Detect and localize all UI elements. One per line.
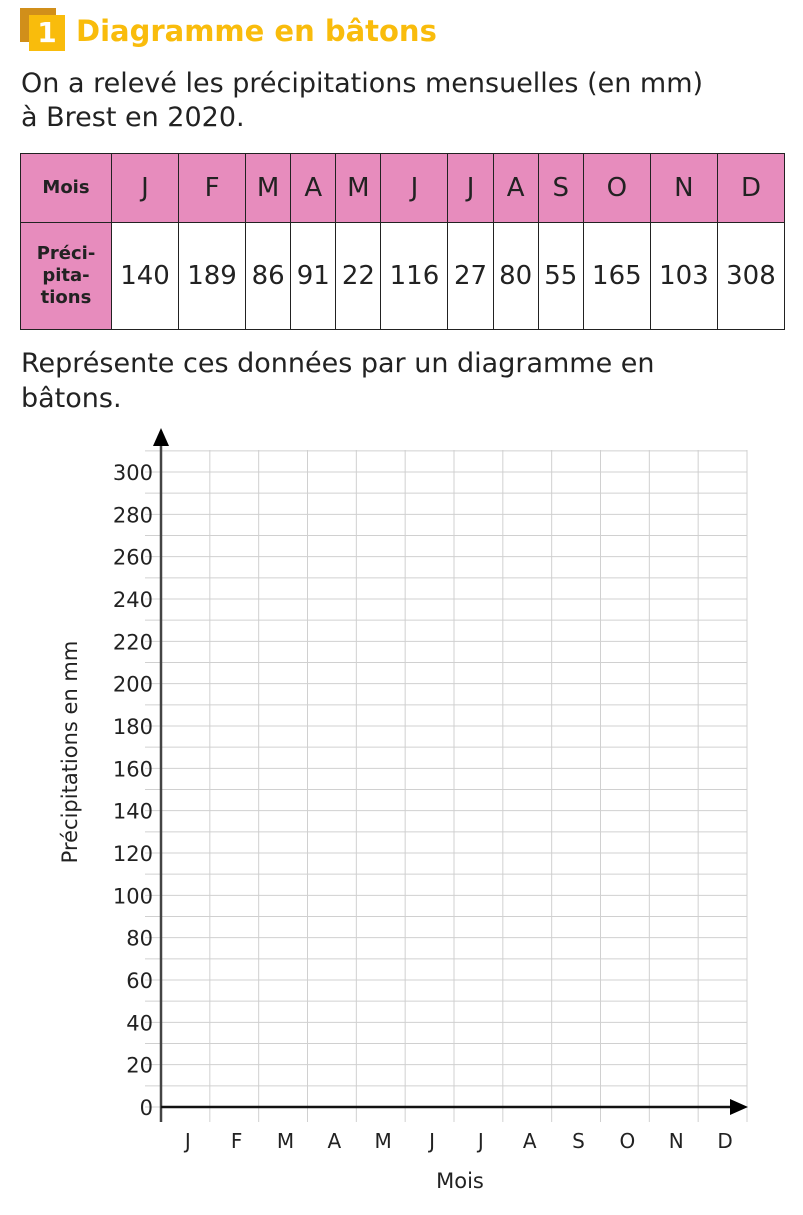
y-tick-label: 100 [113,884,153,908]
value-cell: 308 [716,222,786,330]
y-tick-label: 240 [113,588,153,612]
value-cell: 103 [649,222,718,330]
instruction-line-2: bâtons. [21,383,122,414]
intro-line-2: à Brest en 2020. [21,102,245,133]
data-table: Mois J F M A M J J A S O N D Préci-pita-tions 140 189 8… [20,153,786,330]
x-tick-label: J [427,1129,435,1153]
y-tick-label: 80 [126,927,153,951]
value-cell: 55 [537,222,584,330]
x-tick-label: M [277,1129,294,1153]
x-tick-label: A [523,1129,537,1153]
month-cell: J [447,153,494,223]
y-tick-label: 300 [113,461,153,485]
row-header-precipitations: Préci-pita-tions [20,222,112,330]
x-tick-label: D [717,1129,732,1153]
x-tick-label: O [619,1129,635,1153]
value-cell: 165 [582,222,651,330]
row-header-mois: Mois [20,153,112,223]
x-tick-label: M [375,1129,392,1153]
value-cell: 91 [290,222,337,330]
y-tick-label: 160 [113,757,153,781]
month-cell: M [245,153,292,223]
y-tick-label: 180 [113,715,153,739]
x-axis-arrow-icon [730,1099,748,1115]
x-axis-label: Mois [436,1169,484,1193]
value-cell: 80 [492,222,539,330]
value-cell: 86 [245,222,292,330]
x-tick-label: F [231,1129,243,1153]
y-tick-label: 280 [113,503,153,527]
y-tick-label: 60 [126,969,153,993]
month-cell: J [380,153,449,223]
month-cell: F [178,153,247,223]
month-cell: D [716,153,786,223]
y-tick-label: 20 [126,1054,153,1078]
y-tick-label: 200 [113,673,153,697]
y-axis-label: Précipitations en mm [58,641,82,864]
exercise-number: 1 [29,15,65,51]
y-tick-label: 40 [126,1011,153,1035]
value-cell: 140 [110,222,180,330]
month-cell: N [649,153,718,223]
month-cell: M [335,153,382,223]
month-cell: A [290,153,337,223]
y-tick-label: 120 [113,842,153,866]
x-tick-label: J [476,1129,484,1153]
y-tick-label: 220 [113,630,153,654]
x-tick-label: J [183,1129,191,1153]
y-tick-label: 0 [140,1096,153,1120]
x-tick-label: S [572,1129,585,1153]
exercise-title: Diagramme en bâtons [76,14,437,48]
month-cell: A [492,153,539,223]
value-cell: 189 [178,222,247,330]
intro-line-1: On a relevé les précipitations mensuelle… [21,68,704,99]
y-tick-label: 140 [113,800,153,824]
instruction-line-1: Représente ces données par un diagramme … [21,348,655,379]
exercise-number-badge: 1 [20,8,65,51]
x-tick-label: A [328,1129,342,1153]
month-cell: O [582,153,651,223]
y-axis-arrow-icon [153,428,169,446]
month-cell: J [110,153,180,223]
y-tick-label: 260 [113,546,153,570]
x-tick-label: N [669,1129,684,1153]
value-cell: 22 [335,222,382,330]
value-cell: 116 [380,222,449,330]
month-cell: S [537,153,584,223]
